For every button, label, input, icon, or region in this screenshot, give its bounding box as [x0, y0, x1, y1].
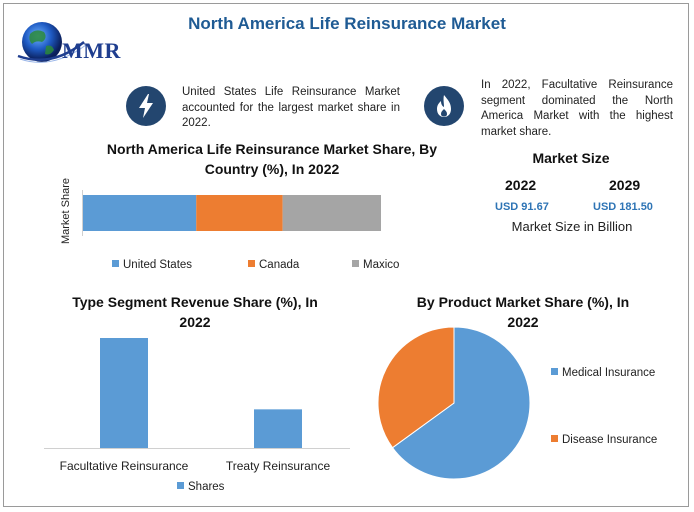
fact-us-share: United States Life Reinsurance Market ac…: [182, 86, 400, 129]
bar-segment-canada: [196, 195, 283, 231]
legend-label-medical-insurance: Medical Insurance: [562, 367, 656, 379]
legend-label-united-states: United States: [123, 259, 193, 271]
flame-icon: [424, 86, 464, 126]
market-size-title: Market Size: [532, 150, 610, 166]
fact-facultative: In 2022, Facultative Reinsurance segment…: [481, 79, 673, 138]
legend-swatch-disease-insurance: [551, 435, 558, 443]
legend-item-canada: Canada: [248, 259, 299, 271]
market-size-value-2022: USD 91.67: [495, 201, 549, 213]
legend-label-shares: Shares: [188, 481, 225, 493]
legend-label-disease-insurance: Disease Insurance: [562, 434, 658, 446]
legend-swatch-shares: [177, 482, 184, 490]
legend-item-shares: Shares: [177, 481, 224, 493]
legend-label-canada: Canada: [259, 259, 300, 271]
legend-swatch-medical-insurance: [551, 368, 558, 376]
legend-swatch-canada: [248, 260, 255, 268]
type-chart-title: Type Segment Revenue Share (%), In 2022: [72, 294, 318, 330]
country-stacked-bar-chart: [82, 190, 381, 236]
bar-facultative-reinsurance: [100, 338, 148, 448]
market-size-year-2022: 2022: [505, 177, 537, 193]
infographic-frame: [3, 3, 689, 507]
country-chart-title: North America Life Reinsurance Market Sh…: [106, 141, 438, 177]
type-bar-chart: [44, 338, 350, 449]
country-chart-legend: United States Canada Maxico: [112, 259, 432, 275]
market-size-value-2029: USD 181.50: [593, 201, 653, 213]
bar-segment-maxico: [282, 195, 381, 231]
globe-icon: [17, 22, 87, 63]
legend-item-medical-insurance: Medical Insurance: [551, 367, 655, 379]
bar-segment-united-states: [83, 195, 197, 231]
country-chart-ylabel: Market Share: [60, 177, 72, 245]
type-tick-treaty: Treaty Reinsurance: [225, 459, 331, 473]
legend-item-maxico: Maxico: [352, 259, 399, 271]
pie-slice-medical-insurance: [391, 326, 531, 480]
legend-item-united-states: United States: [112, 259, 192, 271]
bar-treaty-reinsurance: [254, 409, 302, 448]
legend-label-maxico: Maxico: [363, 259, 400, 271]
lightning-icon: [126, 86, 166, 126]
legend-swatch-united-states: [112, 260, 119, 268]
logo-text: MMR: [62, 38, 121, 63]
type-tick-facultative: Facultative Reinsurance: [59, 459, 189, 473]
pie-slice-disease-insurance: [377, 326, 455, 449]
product-chart-title: By Product Market Share (%), In 2022: [416, 294, 630, 330]
legend-item-disease-insurance: Disease Insurance: [551, 434, 657, 446]
mmr-logo: [12, 12, 142, 74]
market-size-unit: Market Size in Billion: [511, 219, 633, 234]
legend-swatch-maxico: [352, 260, 359, 268]
market-size-year-2029: 2029: [609, 177, 641, 193]
product-pie-chart: [377, 326, 531, 480]
page-title: North America Life Reinsurance Market: [188, 14, 506, 33]
